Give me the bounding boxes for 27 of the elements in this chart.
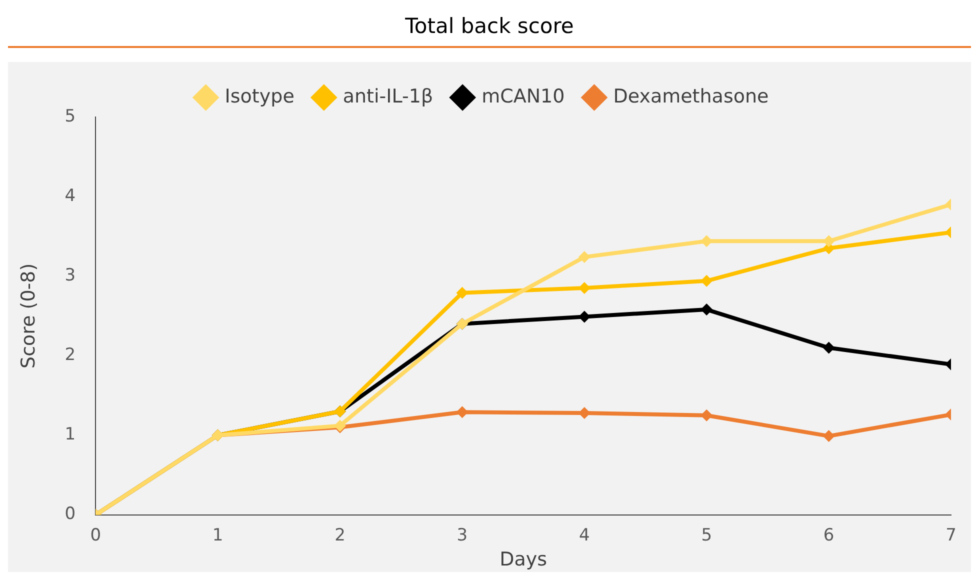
x-tick-label: 2 [334,525,346,546]
point [700,409,713,422]
y-tick-label: 3 [64,266,76,286]
point [822,430,835,442]
legend-label: Dexamethasone [613,85,769,108]
x-tick-label: 7 [946,525,956,546]
point [700,304,713,316]
legend-label: Isotype [224,85,294,108]
legend-label: mCAN10 [482,85,565,108]
x-tick-label: 3 [456,525,468,546]
point [578,251,590,264]
y-tick-label: 0 [64,504,76,524]
y-tick-label: 1 [64,424,76,445]
chart-title: Total back score [404,13,575,40]
y-tick-label: 4 [64,186,76,206]
y-tick-label: 2 [64,345,76,366]
x-axis-title: Days [500,548,548,571]
y-axis-title: Score (0-8) [17,263,40,368]
y-tick-label: 5 [64,106,76,126]
x-tick-label: 0 [90,525,102,546]
legend-label: anti-IL-1β [342,85,434,108]
point [700,274,713,287]
x-tick-label: 6 [823,525,834,546]
x-tick-label: 5 [701,525,712,546]
point [822,342,835,354]
x-tick-label: 4 [578,525,590,546]
x-tick-label: 1 [212,525,224,546]
